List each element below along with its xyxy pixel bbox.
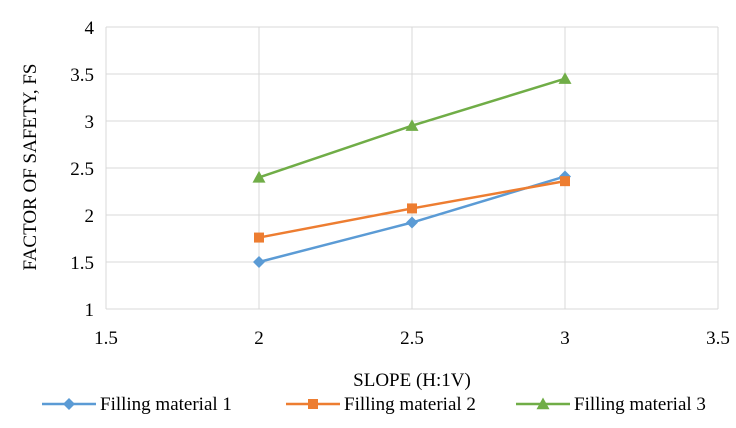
legend-marker xyxy=(536,397,550,410)
legend-item: Filling material 3 xyxy=(516,394,706,415)
legend-marker xyxy=(308,399,318,409)
legend-marker xyxy=(63,398,75,410)
series-layer xyxy=(252,72,572,268)
y-tick-label: 2 xyxy=(85,206,95,227)
data-point xyxy=(558,72,572,84)
x-tick-label: 2.5 xyxy=(400,328,424,349)
data-point xyxy=(252,170,266,183)
x-tick-label: 1.5 xyxy=(94,328,118,349)
data-point xyxy=(560,176,570,187)
y-tick-label: 4 xyxy=(85,18,95,39)
data-point xyxy=(254,232,264,243)
y-axis-title: FACTOR OF SAFETY, FS xyxy=(20,64,41,271)
y-tick-label: 3.5 xyxy=(70,65,94,86)
data-point xyxy=(253,256,265,268)
series-filling-material-2 xyxy=(254,176,570,243)
y-tick-label: 1.5 xyxy=(70,253,94,274)
x-axis-ticks: 1.5 2 2.5 3 3.5 xyxy=(94,328,730,349)
legend-item: Filling material 2 xyxy=(286,394,476,415)
legend-label: Filling material 1 xyxy=(100,394,232,415)
legend-label: Filling material 3 xyxy=(574,394,706,415)
data-point xyxy=(406,216,418,229)
x-axis-title: SLOPE (H:1V) xyxy=(353,370,471,391)
x-tick-label: 3 xyxy=(560,328,570,349)
y-axis-ticks: 1 1.5 2 2.5 3 3.5 4 xyxy=(70,18,94,321)
x-tick-label: 3.5 xyxy=(706,328,730,349)
legend: Filling material 1 Filling material 2 Fill… xyxy=(42,394,706,415)
y-tick-label: 3 xyxy=(85,112,95,133)
y-tick-label: 2.5 xyxy=(70,159,94,180)
data-point xyxy=(407,203,417,214)
y-tick-label: 1 xyxy=(85,300,95,321)
legend-label: Filling material 2 xyxy=(344,394,476,415)
series-filling-material-3 xyxy=(252,72,572,183)
x-tick-label: 2 xyxy=(254,328,264,349)
legend-item: Filling material 1 xyxy=(42,394,232,415)
data-point xyxy=(405,119,419,131)
